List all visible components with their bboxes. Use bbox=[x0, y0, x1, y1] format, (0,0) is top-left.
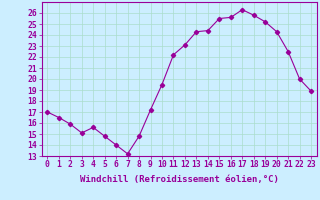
X-axis label: Windchill (Refroidissement éolien,°C): Windchill (Refroidissement éolien,°C) bbox=[80, 175, 279, 184]
